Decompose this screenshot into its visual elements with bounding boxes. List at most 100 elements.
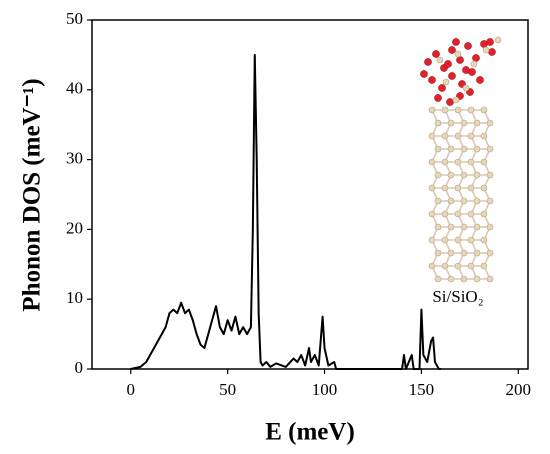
atom	[473, 119, 481, 127]
atom	[480, 132, 488, 140]
atom	[467, 132, 475, 140]
atom	[473, 145, 481, 153]
atom	[441, 158, 449, 166]
atom	[488, 48, 496, 56]
y-tick-label: 40	[66, 79, 83, 98]
atom	[424, 58, 432, 66]
atom	[434, 119, 442, 127]
y-tick-label: 10	[66, 288, 83, 307]
atom	[460, 275, 468, 283]
atom	[447, 223, 455, 231]
atom	[486, 275, 494, 283]
atom	[486, 119, 494, 127]
atom	[480, 262, 488, 270]
atom	[467, 262, 475, 270]
y-tick-label: 50	[66, 9, 83, 28]
atom	[434, 145, 442, 153]
y-tick-label: 30	[66, 149, 83, 168]
atom	[464, 42, 472, 50]
atom	[486, 38, 494, 46]
atom	[452, 96, 460, 104]
atom	[454, 262, 462, 270]
atom	[460, 249, 468, 257]
atom	[467, 210, 475, 218]
atom	[486, 249, 494, 257]
atom	[454, 106, 462, 114]
x-tick-label: 50	[219, 380, 236, 399]
atom	[441, 262, 449, 270]
atom	[473, 249, 481, 257]
atom	[480, 210, 488, 218]
atom	[428, 236, 436, 244]
atom	[434, 275, 442, 283]
atom	[473, 171, 481, 179]
atom	[486, 223, 494, 231]
annotation: Si/SiO₂	[432, 287, 483, 306]
atom	[434, 223, 442, 231]
atom	[452, 38, 460, 46]
atom	[480, 158, 488, 166]
atom	[441, 236, 449, 244]
y-tick-label: 20	[66, 218, 83, 237]
atom	[454, 210, 462, 218]
x-tick-label: 100	[312, 380, 338, 399]
atom	[436, 56, 444, 64]
atom	[447, 119, 455, 127]
dos-line	[130, 53, 441, 370]
atom	[473, 223, 481, 231]
atom	[456, 56, 464, 64]
atom	[420, 70, 428, 78]
atom	[447, 249, 455, 257]
atom	[447, 171, 455, 179]
atom	[494, 36, 502, 44]
atom	[447, 275, 455, 283]
atom	[428, 210, 436, 218]
atom	[460, 119, 468, 127]
atom	[473, 197, 481, 205]
atom	[448, 46, 456, 54]
atom	[434, 94, 442, 102]
y-axis-label: Phonon DOS (meV⁻¹)	[19, 78, 46, 311]
atom	[454, 236, 462, 244]
atom	[446, 98, 454, 106]
atom	[462, 84, 470, 92]
atom	[454, 132, 462, 140]
atom	[486, 145, 494, 153]
atom	[460, 197, 468, 205]
atom	[448, 72, 456, 80]
structure-image	[420, 36, 502, 283]
atom	[434, 171, 442, 179]
atom	[434, 249, 442, 257]
atom	[454, 50, 462, 58]
atom	[467, 184, 475, 192]
x-tick-label: 200	[506, 380, 532, 399]
atom	[473, 275, 481, 283]
atom	[480, 184, 488, 192]
atom	[442, 78, 450, 86]
atom	[470, 60, 478, 68]
atom	[486, 171, 494, 179]
atom	[438, 84, 446, 92]
atom	[460, 145, 468, 153]
atom	[467, 158, 475, 166]
atom	[480, 106, 488, 114]
atom	[441, 106, 449, 114]
atom	[467, 236, 475, 244]
x-axis-label: E (meV)	[265, 419, 355, 446]
atom	[467, 106, 475, 114]
atom	[486, 197, 494, 205]
atom	[472, 54, 480, 62]
atom	[460, 223, 468, 231]
atom	[428, 262, 436, 270]
atom	[480, 236, 488, 244]
atom	[454, 184, 462, 192]
atom	[434, 197, 442, 205]
atom	[454, 158, 462, 166]
atom	[428, 106, 436, 114]
x-tick-label: 0	[127, 380, 136, 399]
atom	[428, 76, 436, 84]
atom	[428, 132, 436, 140]
x-tick-label: 150	[409, 380, 435, 399]
atom	[441, 132, 449, 140]
